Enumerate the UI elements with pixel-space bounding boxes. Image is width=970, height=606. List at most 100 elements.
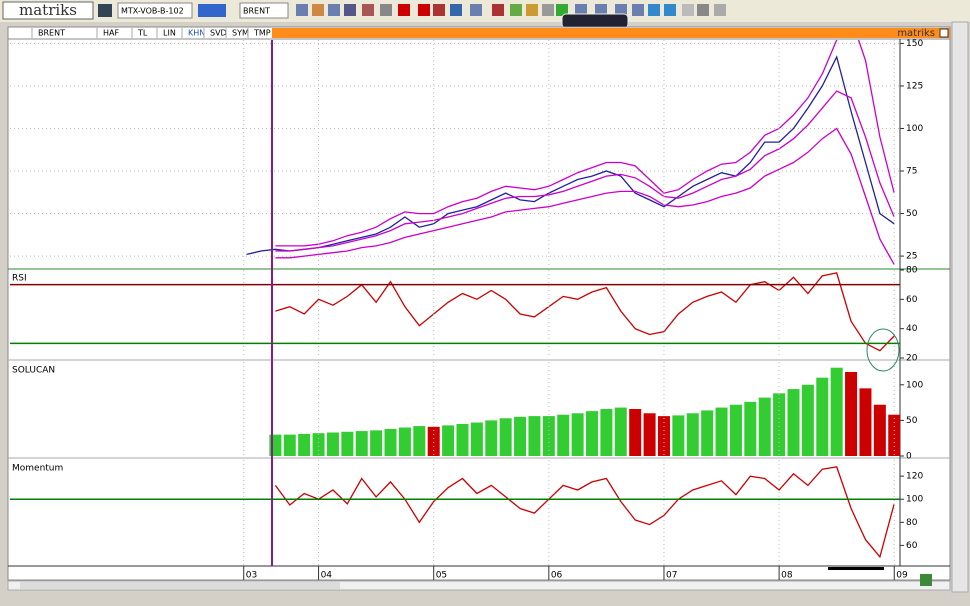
histogram-bar [499, 418, 512, 456]
symbol-select-text: MTX-VOB-B-102 [121, 7, 184, 16]
series-line [275, 272, 895, 352]
y-tick-label: 0 [906, 452, 912, 462]
histogram-bar [801, 384, 814, 456]
histogram-bar [542, 416, 555, 456]
save-icon[interactable] [98, 4, 112, 17]
x-tick-label: 04 [321, 571, 333, 581]
tab-label[interactable]: TL [137, 29, 148, 38]
histogram-bar [614, 407, 627, 456]
y-tick-label: 80 [906, 266, 918, 276]
tab-label[interactable]: HAF [103, 29, 119, 38]
histogram-bar [888, 414, 900, 456]
y-tick-label: 100 [906, 124, 923, 134]
tab-label[interactable]: KHN [188, 29, 205, 38]
histogram-bar [845, 371, 858, 456]
panel-title: SOLUCAN [12, 366, 55, 376]
toolbar-icons[interactable] [296, 4, 726, 16]
histogram-bar [427, 426, 440, 456]
histogram-bar [715, 407, 728, 456]
panel [274, 466, 895, 559]
histogram-bar [744, 401, 757, 456]
band-line [275, 127, 895, 265]
refresh-button[interactable] [920, 574, 932, 586]
histogram-bar [816, 377, 829, 456]
y-tick-label: 75 [906, 167, 917, 177]
x-tick-label: 05 [436, 571, 447, 581]
horizontal-scrollbar[interactable] [7, 580, 951, 591]
x-tick-label: 09 [896, 571, 908, 581]
panel [269, 367, 900, 456]
band-line [275, 90, 895, 252]
y-tick-label: 40 [906, 324, 918, 334]
histogram-bar [326, 432, 339, 456]
histogram-bar [701, 410, 714, 456]
panel-title: RSI [12, 274, 27, 284]
y-tick-label: 100 [906, 495, 923, 505]
tab-label[interactable]: LIN [163, 29, 176, 38]
y-tick-label: 50 [906, 416, 918, 426]
histogram-bar [456, 423, 469, 456]
tab-label[interactable]: SVD [210, 29, 227, 38]
histogram-bar [787, 389, 800, 456]
x-tick-label: 08 [781, 571, 793, 581]
symbol-input-text: BRENT [243, 7, 270, 16]
histogram-bar [672, 415, 685, 456]
histogram-bar [657, 416, 670, 456]
vertical-scrollbar[interactable] [951, 21, 969, 593]
y-tick-label: 60 [906, 541, 918, 551]
logo: matriks [19, 1, 77, 19]
histogram-bar [355, 431, 368, 456]
close-button[interactable] [939, 28, 949, 38]
histogram-bar [398, 427, 411, 456]
y-tick-label: 125 [906, 81, 923, 91]
histogram-bar [384, 428, 397, 456]
x-tick-label: 03 [246, 571, 257, 581]
status-bar [0, 593, 970, 606]
histogram-bar [859, 388, 872, 456]
y-tick-label: 50 [906, 209, 918, 219]
histogram-bar [312, 433, 325, 456]
tab-label[interactable]: SYM [232, 29, 249, 38]
x-tick-label: 07 [666, 571, 677, 581]
brand: matriks [897, 28, 935, 39]
histogram-bar [283, 434, 296, 456]
histogram-bar [413, 426, 426, 456]
histogram-bar [298, 433, 311, 456]
symbol-select[interactable] [117, 2, 193, 19]
y-tick-label: 100 [906, 380, 923, 390]
histogram-bar [600, 409, 613, 456]
symbol-input[interactable] [239, 2, 289, 19]
scroll-thumb[interactable] [20, 582, 340, 589]
histogram-bar [729, 404, 742, 456]
y-tick-label: 25 [906, 252, 917, 262]
histogram-bar [370, 430, 383, 456]
histogram-bar [873, 404, 886, 456]
histogram-bar [830, 367, 843, 456]
histogram-bar [557, 414, 570, 456]
histogram-bar [514, 416, 527, 456]
histogram-bar [470, 422, 483, 456]
histogram-bar [643, 413, 656, 456]
logo-box [2, 1, 94, 20]
y-tick-label: 80 [906, 518, 918, 528]
tab-label[interactable]: BRENT [38, 29, 65, 38]
tool-icons[interactable] [198, 4, 226, 17]
band-line [275, 40, 895, 247]
x-tick-label: 06 [551, 571, 563, 581]
series-line [274, 466, 895, 559]
histogram-bar [629, 409, 642, 456]
panel-title: Momentum [12, 464, 63, 474]
histogram-bar [485, 420, 498, 456]
series-line [246, 55, 895, 256]
y-tick-label: 60 [906, 295, 918, 305]
tab-label[interactable]: TMP [253, 29, 271, 38]
orange-band [272, 28, 950, 38]
range-marker [828, 567, 884, 570]
y-tick-label: 150 [906, 39, 923, 49]
panel [10, 40, 900, 265]
histogram-bar [571, 413, 584, 456]
tooltip-badge [561, 13, 629, 29]
y-tick-label: 20 [906, 354, 918, 364]
y-tick-label: 120 [906, 472, 923, 482]
